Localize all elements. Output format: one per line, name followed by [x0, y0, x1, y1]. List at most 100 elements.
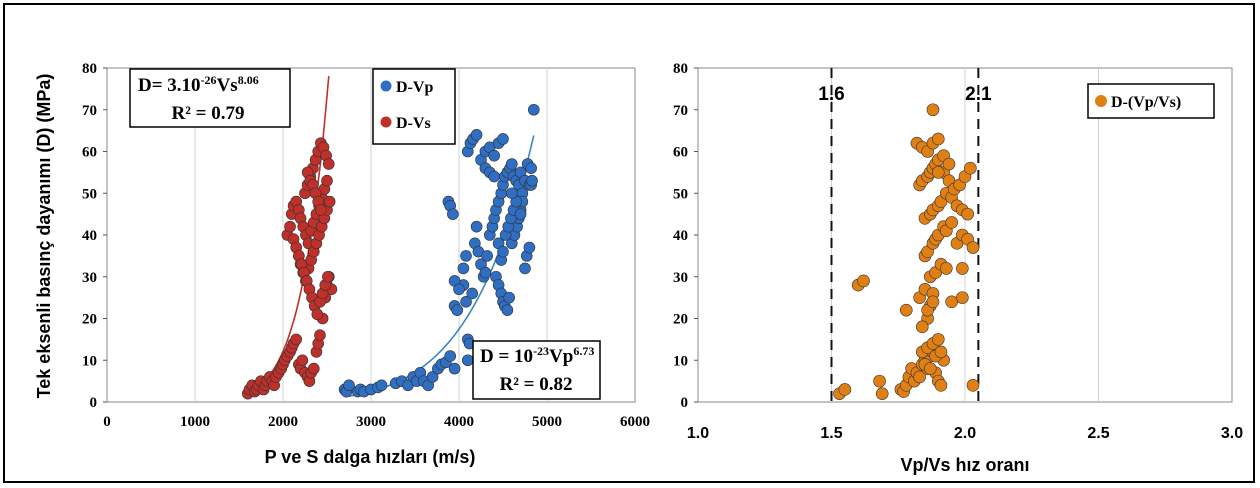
vs-eq-exp2: 8.06: [238, 73, 259, 87]
x-tick-label: 3.0: [1221, 425, 1243, 442]
y-tick-label: 80: [673, 61, 688, 77]
left-x-ticks: 0 1000 2000 3000 4000 5000 6000: [103, 414, 650, 430]
data-point: [931, 166, 945, 179]
vp-equation-box: D = 10-23Vp6.73 R² = 0.82: [472, 340, 601, 400]
data-point: [926, 295, 940, 309]
data-point: [448, 362, 461, 375]
data-point: [284, 220, 296, 233]
svg-text:D= 3.10-26Vs8.06: D= 3.10-26Vs8.06: [138, 73, 259, 96]
data-point: [523, 241, 536, 254]
data-point: [501, 304, 514, 316]
data-point: [945, 216, 958, 229]
data-point: [915, 320, 929, 334]
x-tick-label: 0: [103, 414, 111, 430]
y-tick-label: 10: [82, 353, 97, 369]
data-point: [931, 132, 945, 146]
data-point: [323, 195, 336, 208]
data-point: [314, 329, 326, 342]
vp-eq-coef: D = 10: [480, 346, 533, 367]
data-point: [966, 378, 980, 392]
data-point: [479, 266, 492, 279]
data-point: [307, 362, 320, 375]
left-y-ticks: 0 10 20 30 40 50 60 70 80: [82, 61, 107, 411]
data-point: [961, 207, 974, 221]
data-point: [497, 245, 509, 258]
data-point: [526, 174, 538, 187]
vs-r2: R² = 0.79: [172, 103, 245, 124]
data-point: [514, 208, 527, 220]
data-point: [481, 250, 493, 262]
left-legend: D-Vp D-Vs: [372, 68, 456, 145]
y-tick-label: 60: [82, 145, 97, 161]
data-point: [343, 379, 355, 392]
right-x-axis-label: Vp/Vs hız oranı: [900, 455, 1029, 475]
vs-eq-exp1: -26: [201, 73, 217, 87]
x-tick-label: 3000: [356, 414, 386, 430]
data-point: [934, 378, 948, 392]
y-tick-label: 70: [673, 103, 688, 119]
data-point: [322, 158, 335, 170]
y-tick-label: 30: [673, 270, 688, 286]
data-point: [934, 345, 948, 359]
x-tick-label: 2.5: [1087, 425, 1109, 442]
svg-text:D = 10-23Vp6.73: D = 10-23Vp6.73: [480, 344, 594, 367]
data-point: [451, 304, 464, 316]
legend-vs-label: D-Vs: [396, 115, 431, 132]
data-point: [926, 103, 940, 117]
left-points: [242, 103, 540, 400]
y-tick-label: 30: [82, 270, 97, 286]
vp-eq-exp1: -23: [533, 344, 549, 358]
y-tick-label: 60: [673, 145, 688, 161]
vs-eq-var: Vs: [217, 75, 238, 96]
x-tick-label: 2.0: [954, 425, 976, 442]
data-point: [873, 374, 886, 388]
y-tick-label: 50: [673, 186, 688, 202]
y-tick-label: 0: [90, 395, 98, 411]
right-chart: 0 10 20 30 40 50 60 70 80 1.0 1.5 2.0 2.5 3.0 1.6 2.1…: [673, 61, 1243, 475]
x-tick-label: 4000: [444, 414, 474, 430]
reference-label: 1.6: [818, 84, 844, 105]
data-point: [519, 262, 531, 275]
data-point: [315, 204, 327, 216]
x-tick-label: 2000: [268, 414, 298, 430]
data-point: [942, 157, 956, 171]
data-point: [931, 333, 945, 346]
y-tick-label: 0: [681, 395, 689, 411]
y-tick-label: 20: [82, 312, 97, 328]
data-point: [322, 270, 334, 283]
data-point: [311, 308, 324, 321]
data-point: [527, 103, 540, 116]
data-point: [426, 371, 439, 383]
y-tick-label: 10: [673, 353, 688, 369]
data-point: [899, 303, 913, 317]
data-point: [444, 350, 457, 362]
y-tick-label: 50: [82, 186, 97, 202]
data-point: [940, 262, 953, 275]
y-tick-label: 80: [82, 61, 97, 77]
vp-r2: R² = 0.82: [500, 374, 573, 395]
data-point: [470, 220, 483, 233]
right-y-ticks: 0 10 20 30 40 50 60 70 80: [673, 61, 698, 411]
data-point: [525, 162, 537, 174]
data-point: [964, 161, 977, 175]
y-tick-label: 20: [673, 312, 688, 328]
legend-vp-marker: [380, 80, 392, 92]
data-point: [453, 283, 465, 296]
right-x-ticks: 1.0 1.5 2.0 2.5 3.0: [687, 425, 1243, 442]
legend-vp-label: D-Vp: [396, 79, 433, 96]
vp-eq-exp2: 6.73: [573, 344, 594, 358]
legend-ratio-marker: [1095, 95, 1107, 107]
data-point: [470, 129, 483, 141]
data-point: [505, 158, 518, 170]
data-point: [497, 133, 509, 145]
data-point: [460, 250, 472, 262]
data-point: [505, 187, 518, 200]
vp-eq-var: Vp: [549, 346, 573, 367]
data-point: [838, 383, 852, 396]
x-tick-label: 1000: [180, 414, 210, 430]
x-tick-label: 6000: [620, 414, 650, 430]
data-point: [488, 170, 501, 183]
x-tick-label: 1.0: [687, 425, 709, 442]
data-point: [923, 362, 937, 375]
